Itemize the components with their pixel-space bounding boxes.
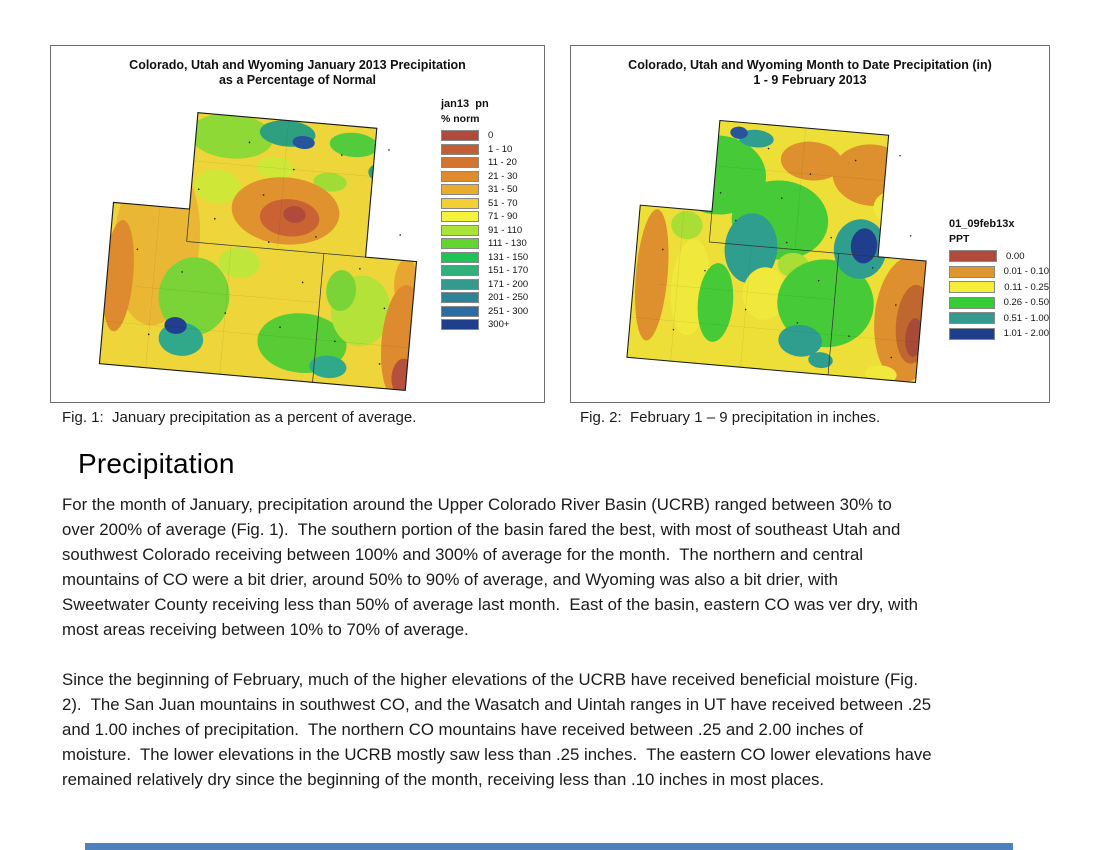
legend-label: 0	[488, 130, 494, 141]
legend-swatch	[441, 251, 479, 263]
legend-swatch	[949, 250, 997, 262]
figure-2-title-line2: 1 - 9 February 2013	[753, 73, 867, 87]
figure-2-legend-title: 01_09feb13x	[949, 218, 1015, 230]
legend-label: 71 - 90	[488, 211, 518, 222]
legend-swatch	[441, 197, 479, 209]
legend-swatch	[441, 278, 479, 290]
legend-swatch	[441, 143, 479, 155]
legend-label: 51 - 70	[488, 197, 518, 209]
legend-label: 0.51 - 1.00	[1003, 312, 1049, 324]
legend-label: 171 - 200	[488, 278, 529, 290]
legend-item: 21 - 30	[441, 170, 543, 182]
legend-label: 11 - 20	[488, 157, 517, 168]
legend-item: 1.01 - 2.00	[949, 327, 1049, 340]
legend-item: 0	[441, 130, 543, 141]
legend-item: 151 - 170	[441, 265, 543, 276]
legend-item: 251 - 300	[441, 305, 543, 317]
legend-label: 151 - 170	[488, 265, 529, 276]
legend-item: 0.01 - 0.10	[949, 265, 1049, 278]
legend-label: 1 - 10	[488, 143, 513, 155]
legend-swatch	[441, 224, 479, 236]
map-town-dots	[136, 141, 402, 365]
legend-item: 171 - 200	[441, 278, 543, 290]
legend-swatch	[441, 319, 479, 330]
legend-item: 111 - 130	[441, 238, 543, 249]
legend-label: 111 - 130	[488, 238, 527, 249]
figure-1-legend-subtitle: % norm	[441, 113, 480, 125]
tristate-precip-map-february	[626, 114, 937, 384]
legend-item: 300+	[441, 319, 543, 330]
figure-1-title-line1: Colorado, Utah and Wyoming January 2013 …	[129, 58, 466, 72]
legend-label: 251 - 300	[488, 305, 529, 317]
legend-swatch	[441, 211, 479, 222]
figure-2-map	[621, 104, 951, 398]
legend-label: 131 - 150	[488, 251, 529, 263]
figure-1-legend-items: 0 1 - 10 11 - 20 21 - 30 31 - 50 51 - 70 71 - …	[441, 130, 543, 330]
figure-2-title-line1: Colorado, Utah and Wyoming Month to Date…	[628, 58, 992, 72]
legend-swatch	[441, 265, 479, 276]
figure-2-legend: 01_09feb13x PPT 0.00 0.01 - 0.10 0.11 - 0.…	[949, 218, 1049, 343]
legend-item: 0.51 - 1.00	[949, 312, 1049, 324]
figure-1-legend: jan13 pn % norm 0 1 - 10 11 - 20 21 - 30 31 …	[441, 98, 543, 333]
tristate-precip-map-january	[98, 106, 428, 392]
legend-item: 91 - 110	[441, 224, 543, 236]
figure-2-legend-subtitle: PPT	[949, 233, 970, 245]
legend-swatch	[441, 238, 479, 249]
legend-swatch	[949, 296, 995, 309]
legend-label: 1.01 - 2.00	[1003, 328, 1049, 339]
legend-swatch	[441, 184, 479, 195]
legend-item: 71 - 90	[441, 211, 543, 222]
legend-swatch	[441, 157, 479, 168]
figure-2-panel: Colorado, Utah and Wyoming Month to Date…	[570, 45, 1050, 403]
legend-label: 201 - 250	[488, 292, 529, 303]
legend-label: 91 - 110	[488, 224, 523, 236]
legend-label: 0.01 - 0.10	[1003, 266, 1049, 277]
legend-swatch	[441, 305, 479, 317]
legend-item: 0.00	[949, 250, 1049, 262]
figure-1-map	[93, 104, 443, 398]
section-heading: Precipitation	[78, 448, 235, 479]
figure-2-title: Colorado, Utah and Wyoming Month to Date…	[571, 58, 1049, 88]
legend-item: 11 - 20	[441, 157, 543, 168]
legend-item: 0.26 - 0.50	[949, 296, 1049, 309]
legend-label: 31 - 50	[488, 184, 518, 195]
legend-label: 0.26 - 0.50	[1003, 297, 1049, 308]
legend-item: 51 - 70	[441, 197, 543, 209]
legend-item: 31 - 50	[441, 184, 543, 195]
legend-swatch	[441, 292, 479, 303]
legend-swatch	[949, 327, 995, 340]
legend-label: 21 - 30	[488, 170, 518, 182]
legend-label: 300+	[488, 319, 510, 330]
legend-swatch	[441, 170, 479, 182]
legend-item: 1 - 10	[441, 143, 543, 155]
paragraph-1: For the month of January, precipitation …	[62, 495, 918, 639]
figure-1-title-line2: as a Percentage of Normal	[218, 73, 376, 87]
figure-1-caption: Fig. 1: January precipitation as a perce…	[62, 409, 417, 426]
legend-item: 0.11 - 0.25	[949, 281, 1049, 293]
map-town-dots	[662, 147, 912, 359]
figure-1-legend-title: jan13 pn	[441, 98, 489, 110]
figure-1-title: Colorado, Utah and Wyoming January 2013 …	[51, 58, 544, 88]
figure-1-panel: Colorado, Utah and Wyoming January 2013 …	[50, 45, 545, 403]
legend-item: 131 - 150	[441, 251, 543, 263]
paragraph-2: Since the beginning of February, much of…	[62, 670, 932, 789]
footer-accent-bar	[85, 843, 1013, 850]
legend-label: 0.11 - 0.25	[1004, 281, 1049, 293]
figure-2-caption: Fig. 2: February 1 – 9 precipitation in …	[580, 409, 881, 426]
legend-swatch	[949, 312, 995, 324]
figure-2-legend-items: 0.00 0.01 - 0.10 0.11 - 0.25 0.26 - 0.50 0.5…	[949, 250, 1049, 340]
legend-swatch	[441, 130, 479, 141]
legend-label: 0.00	[1006, 250, 1025, 262]
legend-swatch	[949, 265, 995, 278]
legend-item: 201 - 250	[441, 292, 543, 303]
legend-swatch	[949, 281, 996, 293]
